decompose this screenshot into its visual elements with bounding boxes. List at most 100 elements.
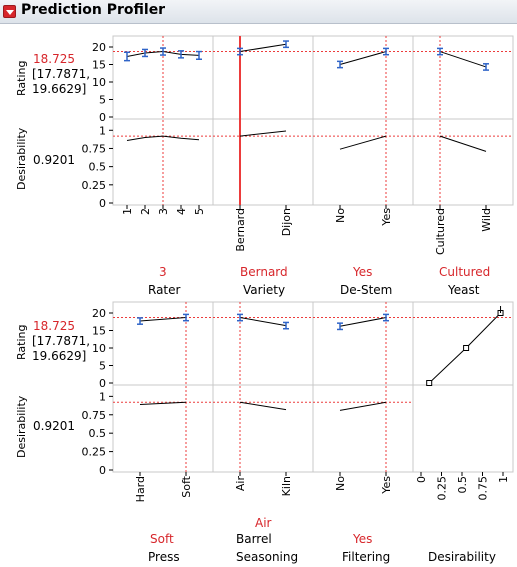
rating-curve [239, 317, 287, 327]
cell-frame-desirability [312, 384, 414, 473]
rating-curve [439, 51, 487, 68]
x-tick-label-3: 3 [157, 208, 170, 215]
cell-frame-rating [212, 301, 314, 386]
disclosure-triangle-icon[interactable] [3, 5, 16, 18]
x-tick-label-air: Air [234, 476, 247, 492]
rating-curve [339, 51, 387, 65]
desirability-function-x-tick-label: 1 [497, 476, 510, 483]
x-tick-label-hard: Hard [134, 476, 147, 502]
response-ci-lower-bottom: [17.7871, [32, 334, 91, 348]
response-value-bottom: 18.725 [33, 319, 75, 333]
desirability-y-tick-label: 0.75 [82, 409, 107, 422]
desirability-function-x-tick-label: 0.5 [456, 476, 469, 494]
rating-curve [339, 317, 387, 327]
desirability-function-x-tick-label: 0.75 [477, 476, 490, 501]
rating-y-tick-label: 5 [99, 360, 106, 373]
cell-frame-rating [312, 35, 414, 120]
desirability-curve [139, 401, 187, 405]
response-axis-label-top: Rating [15, 60, 28, 96]
desirability-y-tick-label: 0.75 [82, 142, 107, 155]
rating-y-tick-label: 20 [92, 41, 106, 54]
x-tick-label-kiln: Kiln [280, 476, 293, 496]
x-tick-label-1: 1 [121, 208, 134, 215]
response-axis-label-bottom: Rating [15, 324, 28, 360]
factor-name-press: Press [148, 550, 180, 564]
cell-frame-rating [312, 301, 414, 386]
factor-current-yeast[interactable]: Cultured [439, 265, 491, 279]
x-tick-label-cultured: Cultured [434, 208, 447, 255]
response-ci-upper-bottom: 19.6629] [32, 349, 87, 363]
response-value-top: 18.725 [33, 52, 75, 66]
factor-name-barrel-seasoning-line2: Seasoning [236, 550, 299, 564]
rating-y-tick-label: 0 [99, 377, 106, 390]
cell-frame-desirability [212, 118, 314, 206]
x-tick-label-dijon: Dijon [280, 208, 293, 236]
desirability-function-x-tick-label: 0 [415, 476, 428, 483]
factor-name-yeast: Yeast [448, 283, 480, 297]
factor-current-rater[interactable]: 3 [159, 265, 167, 279]
desirability-y-tick-label: 1 [99, 124, 106, 137]
desirability-value-bottom: 0.9201 [33, 419, 75, 433]
desirability-curve [439, 135, 487, 152]
desirability-function-x-tick-label: 0.25 [436, 476, 449, 501]
factor-current-destem[interactable]: Yes [353, 265, 373, 279]
desirability-y-tick-label: 0.5 [89, 161, 107, 174]
cell-frame-desirability [112, 384, 214, 473]
cell-frame-rating [212, 35, 314, 120]
x-tick-label-4: 4 [175, 208, 188, 215]
factor-current-barrel-seasoning[interactable]: Air [255, 516, 272, 530]
desirability-y-tick-label: 0.5 [89, 427, 107, 440]
x-tick-label-bernard: Bernard [234, 208, 247, 252]
desirability-y-tick-label: 1 [99, 390, 106, 403]
desirability-curve [239, 130, 287, 137]
desirability-curve [339, 135, 387, 150]
cell-frame-desirability [412, 118, 514, 206]
desirability-curve [126, 135, 200, 141]
desirability-y-tick-label: 0.25 [82, 179, 107, 192]
cell-frame-rating [412, 35, 514, 120]
factor-name-variety: Variety [243, 283, 286, 297]
factor-name-destem: De-Stem [340, 283, 393, 297]
factor-name-filtering: Filtering [342, 550, 391, 564]
cell-frame-desirability [312, 118, 414, 206]
desirability-function-handle [426, 380, 433, 386]
desirability-function-handle [463, 345, 470, 351]
x-tick-label-5: 5 [193, 208, 206, 215]
rating-curve [239, 43, 287, 53]
cell-frame-desirability [412, 384, 514, 473]
desirability-y-tick-label: 0 [99, 197, 106, 210]
profiler-header: Prediction Profiler [0, 0, 517, 24]
desirability-axis-label-top: Desirability [15, 127, 28, 190]
rating-y-tick-label: 15 [92, 59, 106, 72]
x-tick-label-yes: Yes [380, 208, 393, 227]
x-tick-label-yes: Yes [380, 476, 393, 495]
response-ci-lower-top: [17.7871, [32, 67, 91, 81]
desirability-y-tick-label: 0 [99, 464, 106, 477]
rating-curve [139, 317, 187, 322]
factor-name-barrel-seasoning-line1: Barrel [236, 532, 272, 546]
desirability-curve [239, 401, 287, 411]
rating-y-tick-label: 0 [99, 111, 106, 124]
rating-y-tick-label: 15 [92, 325, 106, 338]
x-tick-label-no: No [334, 476, 347, 491]
response-ci-upper-top: 19.6629] [32, 82, 87, 96]
factor-current-variety[interactable]: Bernard [240, 265, 288, 279]
x-tick-label-wild: Wild [480, 208, 493, 232]
factor-current-filtering[interactable]: Yes [353, 532, 373, 546]
desirability-axis-label-bottom: Desirability [15, 395, 28, 458]
desirability-y-tick-label: 0.25 [82, 446, 107, 459]
cell-frame-desirability [212, 384, 314, 473]
x-tick-label-soft: Soft [180, 475, 193, 497]
x-tick-label-2: 2 [139, 208, 152, 215]
rating-y-tick-label: 10 [92, 342, 106, 355]
factor-current-press[interactable]: Soft [150, 532, 174, 546]
desirability-function-label: Desirability [428, 550, 496, 564]
factor-name-rater: Rater [148, 283, 181, 297]
cell-frame-rating [112, 301, 214, 386]
rating-y-tick-label: 10 [92, 76, 106, 89]
rating-y-tick-label: 5 [99, 94, 106, 107]
rating-y-tick-label: 20 [92, 307, 106, 320]
desirability-curve [339, 401, 387, 411]
desirability-value-top: 0.9201 [33, 153, 75, 167]
